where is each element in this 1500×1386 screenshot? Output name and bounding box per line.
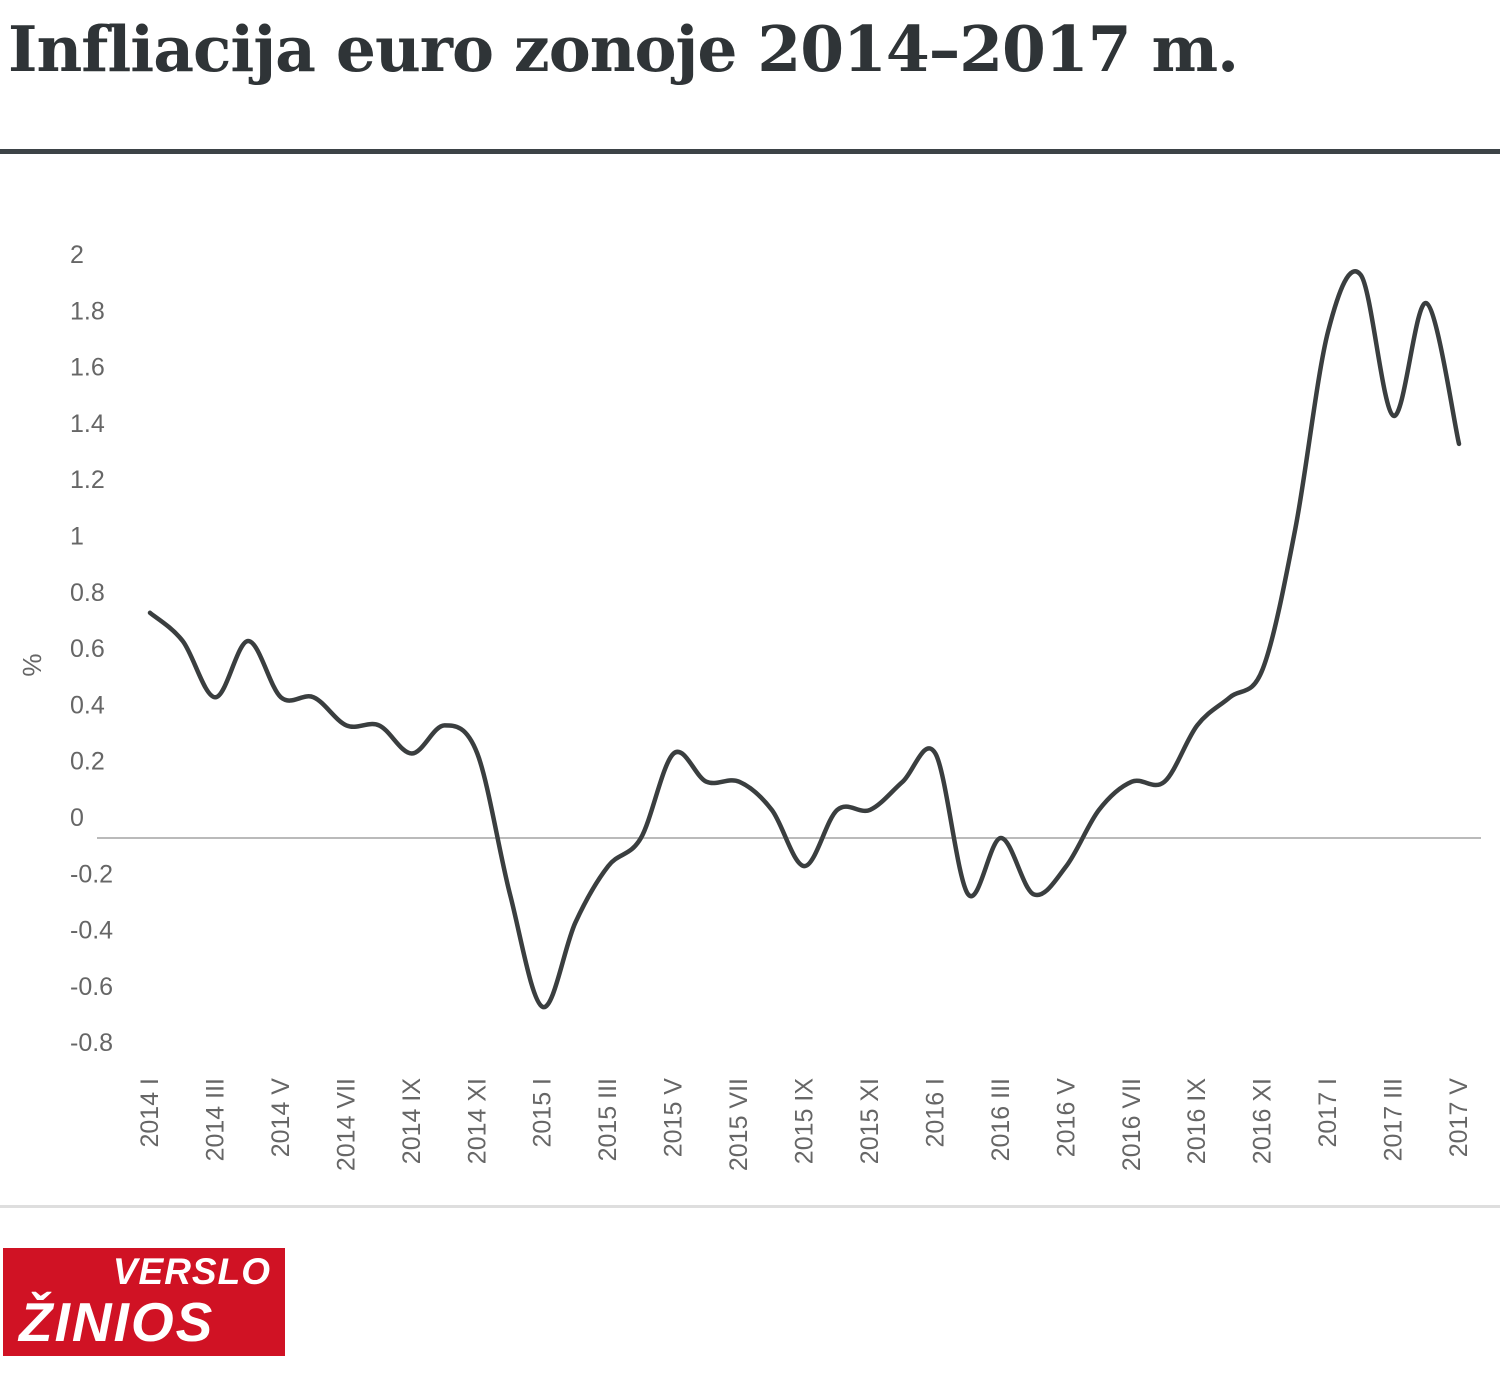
y-tick-label: 1.4 xyxy=(70,410,105,438)
y-tick-label: 1.6 xyxy=(70,354,105,382)
x-tick-label: 2016 XI xyxy=(1249,1078,1277,1164)
x-tick-label: 2015 IX xyxy=(791,1078,819,1165)
inflation-series-line xyxy=(147,269,1462,1010)
x-tick-label: 2014 III xyxy=(201,1078,229,1161)
x-tick-label: 2014 I xyxy=(136,1078,164,1148)
x-tick-label: 2017 V xyxy=(1445,1078,1473,1158)
y-tick-label: 1 xyxy=(70,523,84,551)
x-tick-label: 2015 VII xyxy=(725,1078,753,1171)
x-tick-label: 2016 III xyxy=(987,1078,1015,1161)
x-tick-label: 2014 IX xyxy=(398,1078,426,1165)
x-tick-label: 2016 V xyxy=(1052,1078,1080,1158)
y-tick-label: 0 xyxy=(70,804,84,832)
x-tick-label: 2016 I xyxy=(921,1078,949,1148)
verslo-zinios-logo: VERSLO ŽINIOS xyxy=(3,1248,285,1356)
x-tick-label: 2016 VII xyxy=(1118,1078,1146,1171)
x-tick-label: 2015 XI xyxy=(856,1078,884,1164)
x-tick-label: 2015 V xyxy=(660,1078,688,1158)
y-tick-label: -0.8 xyxy=(70,1029,113,1057)
y-axis-title: % xyxy=(17,653,47,676)
x-tick-label: 2015 I xyxy=(529,1078,557,1148)
x-tick-label: 2014 V xyxy=(267,1078,295,1158)
logo-text-verslo: VERSLO xyxy=(112,1251,271,1292)
x-tick-label: 2014 VII xyxy=(332,1078,360,1171)
x-tick-label: 2017 I xyxy=(1314,1078,1342,1148)
y-tick-label: 1.8 xyxy=(70,297,105,325)
x-tick-label: 2016 IX xyxy=(1183,1078,1211,1165)
logo-text-zinios: ŽINIOS xyxy=(19,1291,215,1353)
x-tick-label: 2015 III xyxy=(594,1078,622,1161)
y-tick-label: 0.8 xyxy=(70,579,105,607)
y-tick-label: -0.6 xyxy=(70,973,113,1001)
y-tick-label: 0.2 xyxy=(70,748,105,776)
page-title: Infliacija euro zonoje 2014–2017 m. xyxy=(8,12,1239,86)
y-tick-label: -0.2 xyxy=(70,860,113,888)
y-tick-label: 0.6 xyxy=(70,635,105,663)
y-tick-label: 1.2 xyxy=(70,466,105,494)
y-tick-label: -0.4 xyxy=(70,917,113,945)
x-tick-label: 2014 XI xyxy=(463,1078,491,1164)
footer-divider xyxy=(0,1205,1500,1208)
y-tick-label: 2 xyxy=(70,241,84,269)
title-rule xyxy=(0,149,1500,154)
x-tick-label: 2017 III xyxy=(1380,1078,1408,1161)
y-tick-label: 0.4 xyxy=(70,691,105,719)
